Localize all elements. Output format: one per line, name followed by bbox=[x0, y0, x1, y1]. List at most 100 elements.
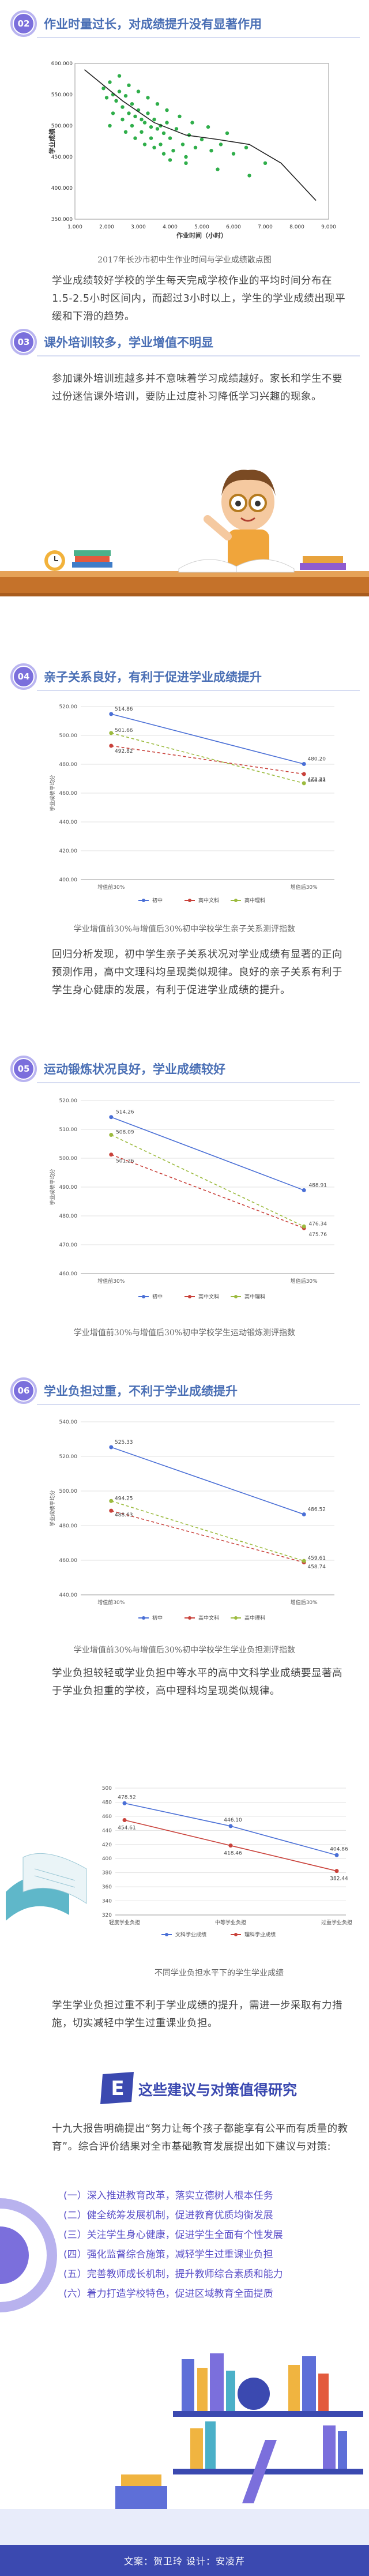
scatter-point bbox=[146, 111, 150, 115]
burden-index-chart: 440.00 460.00 480.00 500.00 520.00 540.00 增值前3… bbox=[49, 1420, 334, 1621]
fit-curve bbox=[84, 69, 317, 201]
scatter-point bbox=[108, 123, 112, 128]
data-point bbox=[228, 1824, 233, 1828]
y-tick-label: 500.00 bbox=[59, 1156, 78, 1162]
y-tick-label: 420 bbox=[102, 1842, 112, 1848]
y-tick-label: 500.00 bbox=[59, 733, 78, 739]
legend-marker bbox=[234, 1295, 238, 1298]
section-number: 05 bbox=[14, 1059, 33, 1079]
y-tick-label: 340 bbox=[102, 1899, 112, 1905]
scatter-point bbox=[263, 161, 268, 165]
y-axis-label: 学业成绩 bbox=[48, 129, 56, 154]
section-divider bbox=[37, 355, 360, 356]
data-point bbox=[302, 1188, 306, 1192]
x-tick-label: 增值后30% bbox=[291, 1278, 318, 1285]
section-number-badge: 05 bbox=[10, 1056, 37, 1082]
y-tick-label: 600.000 bbox=[51, 61, 73, 67]
scatter-point bbox=[231, 152, 236, 156]
scatter-point bbox=[123, 130, 128, 134]
y-tick-label: 460.00 bbox=[59, 1558, 78, 1564]
y-tick-label: 500.000 bbox=[51, 123, 73, 129]
x-tick-label: 4.000 bbox=[163, 224, 178, 230]
y-tick-label: 510.00 bbox=[59, 1127, 78, 1133]
data-label: 466.83 bbox=[307, 778, 326, 784]
scatter-point bbox=[111, 111, 115, 115]
legend-marker bbox=[234, 899, 238, 902]
recommendation-item: (六）着力打造学校特色，促进区域教育全面提质 bbox=[63, 2288, 273, 2300]
legend-marker bbox=[188, 899, 191, 902]
scatter-point bbox=[171, 149, 175, 153]
legend-label: 高中理科 bbox=[244, 897, 265, 904]
y-tick-label: 400.00 bbox=[59, 877, 78, 883]
legend-marker bbox=[165, 1933, 168, 1936]
body-paragraph: 学业成绩较好学校的学生每天完成学校作业的平均时间分布在1.5-2.5小时区间内，… bbox=[52, 275, 346, 322]
scatter-point bbox=[117, 74, 122, 78]
section-divider bbox=[37, 37, 360, 38]
x-tick-label: 6.000 bbox=[226, 224, 241, 230]
legend-label: 初中 bbox=[152, 1293, 163, 1300]
scatter-point bbox=[180, 142, 185, 147]
data-label: 501.26 bbox=[116, 1159, 134, 1165]
scatter-point bbox=[244, 145, 248, 149]
data-point bbox=[302, 772, 306, 776]
y-tick-label: 440.00 bbox=[59, 1593, 78, 1598]
y-tick-label: 460.00 bbox=[59, 791, 78, 797]
scatter-point bbox=[146, 96, 150, 100]
y-tick-label: 500 bbox=[102, 1786, 112, 1792]
section-number: 02 bbox=[14, 14, 33, 33]
data-label: 480.20 bbox=[307, 757, 326, 763]
scatter-point bbox=[130, 102, 134, 106]
x-tick-label: 中等学业负担 bbox=[215, 1919, 246, 1926]
x-tick-label: 增值前30% bbox=[97, 1599, 125, 1606]
legend-label: 高中文科 bbox=[198, 897, 219, 904]
y-tick-label: 320 bbox=[102, 1913, 112, 1918]
data-point bbox=[302, 781, 306, 786]
scatter-point bbox=[219, 142, 223, 147]
legend-marker bbox=[188, 1616, 191, 1620]
data-point bbox=[109, 1445, 114, 1450]
section-number: 06 bbox=[14, 1381, 33, 1400]
section-title: 亲子关系良好，有利于促进学业成绩提升 bbox=[44, 670, 262, 684]
legend-marker bbox=[234, 1933, 238, 1936]
scatter-point bbox=[140, 118, 144, 122]
y-tick-label: 470.00 bbox=[59, 1242, 78, 1248]
data-label: 404.86 bbox=[330, 1846, 348, 1852]
legend-label: 高中文科 bbox=[198, 1614, 219, 1621]
legend-label: 高中文科 bbox=[198, 1293, 219, 1300]
section-number-badge: 06 bbox=[10, 1377, 37, 1404]
data-point bbox=[109, 1115, 114, 1120]
y-tick-label: 520.00 bbox=[59, 1454, 78, 1460]
parent-relation-chart: 400.00 420.00 440.00 460.00 480.00 500.00 520.… bbox=[49, 704, 334, 904]
scatter-point bbox=[149, 136, 153, 140]
y-tick-label: 480.00 bbox=[59, 1214, 78, 1219]
legend-label: 初中 bbox=[152, 897, 163, 904]
data-point bbox=[228, 1843, 233, 1848]
recommendation-item: (二）健全统筹发展机制，促进教育优质均衡发展 bbox=[63, 2210, 273, 2221]
data-label: 486.52 bbox=[307, 1507, 326, 1512]
legend-marker bbox=[188, 1295, 191, 1298]
scatter-point bbox=[140, 130, 144, 134]
data-point bbox=[109, 1508, 114, 1513]
data-label: 514.26 bbox=[116, 1110, 134, 1116]
x-tick-label: 增值前30% bbox=[97, 884, 125, 891]
data-label: 418.46 bbox=[224, 1851, 242, 1857]
x-tick-label: 过重学业负担 bbox=[321, 1919, 352, 1926]
scatter-point bbox=[216, 167, 220, 171]
y-tick-label: 460 bbox=[102, 1814, 112, 1820]
scatter-point bbox=[199, 137, 204, 141]
data-point bbox=[109, 1152, 114, 1157]
scatter-point bbox=[127, 83, 131, 87]
section-title: 课外培训较多，学业增值不明显 bbox=[44, 336, 213, 350]
data-label: 508.09 bbox=[116, 1130, 134, 1136]
x-tick-label: 3.000 bbox=[131, 224, 146, 230]
data-label: 514.86 bbox=[115, 707, 133, 712]
legend-label: 理科学业成绩 bbox=[244, 1931, 276, 1938]
scatter-point bbox=[130, 123, 134, 128]
series-line bbox=[111, 1134, 304, 1227]
section-divider bbox=[37, 690, 360, 691]
recommendation-item: (三）关注学生身心健康，促进学生全面有个性发展 bbox=[63, 2229, 283, 2241]
data-point bbox=[302, 1512, 306, 1516]
x-tick-label: 7.000 bbox=[258, 224, 273, 230]
y-tick-label: 460.00 bbox=[59, 1271, 78, 1277]
data-point bbox=[109, 1133, 114, 1137]
